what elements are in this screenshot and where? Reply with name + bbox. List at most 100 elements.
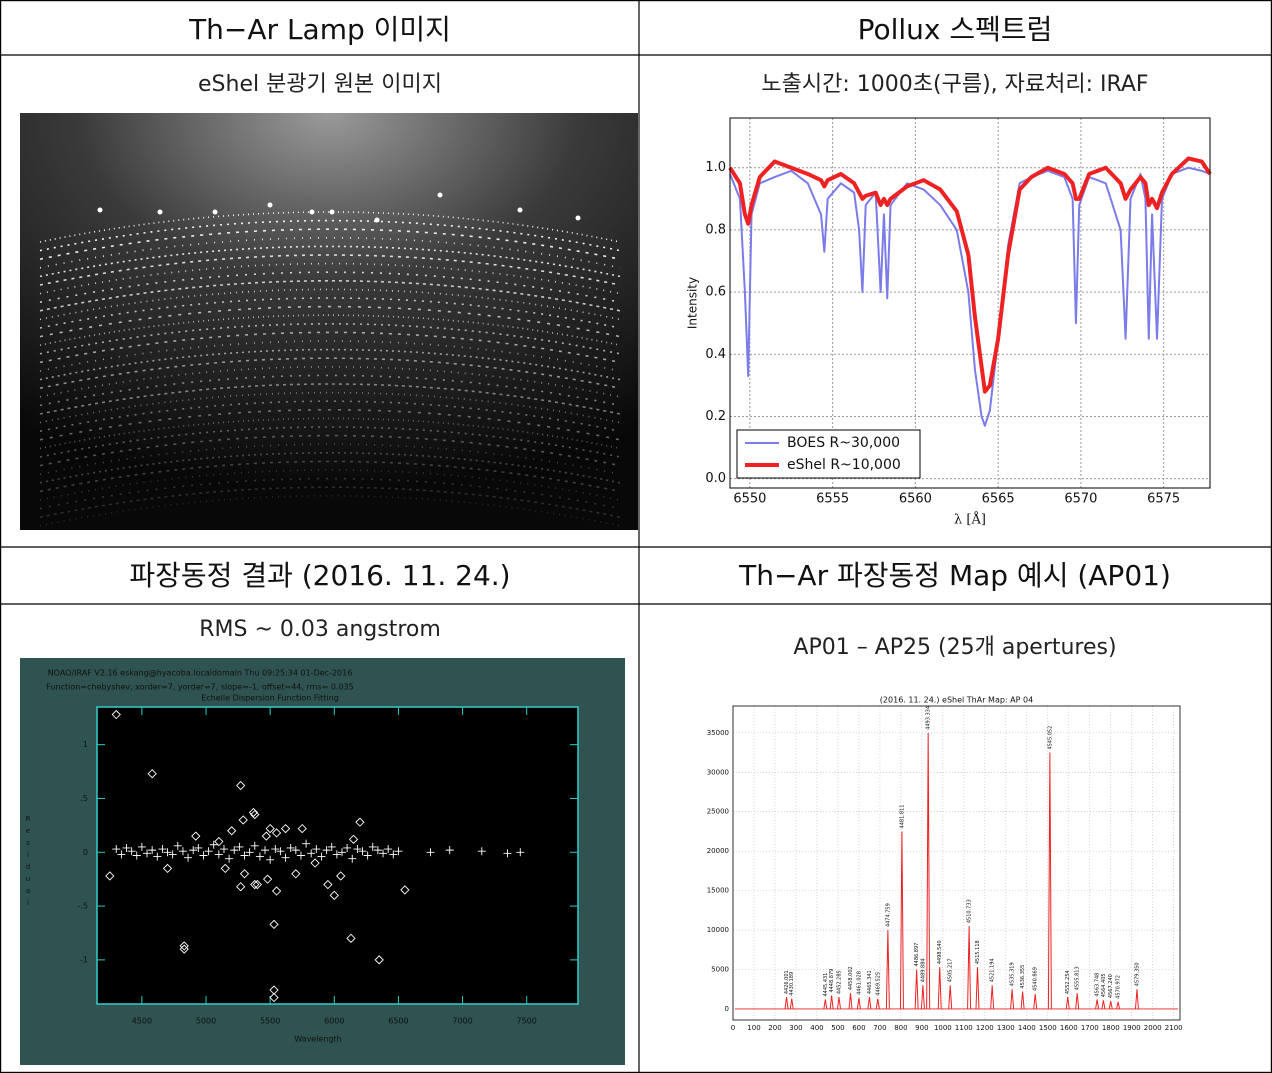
peak-label: 4545.052 — [1047, 726, 1053, 750]
y-axis-label: Intensity — [686, 277, 700, 329]
emission-peak — [849, 993, 852, 1009]
page: Th−Ar Lamp 이미지 Pollux 스펙트럼 파장동정 결과 (2016… — [0, 0, 1272, 1073]
y-tick-label: 0 — [83, 848, 88, 857]
emission-spot — [213, 210, 218, 215]
emission-spot — [310, 210, 315, 215]
emission-peak — [976, 967, 979, 1009]
x-tick-label: 6560 — [899, 492, 932, 507]
emission-peak — [886, 930, 889, 1009]
emission-peak — [949, 985, 952, 1009]
y-tick-label: .5 — [80, 794, 88, 803]
y-tick-label: 0.8 — [705, 222, 726, 237]
emission-peak — [991, 985, 994, 1009]
plot-title: (2016. 11. 24.) eShel ThAr Map: AP 04 — [880, 696, 1033, 705]
emission-peak — [1135, 989, 1138, 1009]
plot-title: Echelle Dispersion Function Fitting — [201, 694, 339, 703]
x-tick-label: 4500 — [132, 1017, 152, 1026]
x-tick-label: 900 — [915, 1024, 928, 1032]
emission-peak — [900, 831, 903, 1009]
y-tick-label: 10000 — [707, 926, 729, 934]
emission-peak — [1021, 992, 1024, 1009]
emission-peak — [938, 967, 941, 1009]
x-axis-label: λ [Å] — [954, 512, 986, 528]
x-tick-label: 500 — [831, 1024, 844, 1032]
emission-peak — [1011, 989, 1014, 1009]
x-tick-label: 7000 — [452, 1017, 472, 1026]
peak-label: 4564.405 — [1101, 973, 1107, 997]
legend-label: BOES R~30,000 — [787, 435, 900, 451]
peak-label: 4458.002 — [848, 966, 854, 990]
x-tick-label: 1100 — [955, 1024, 973, 1032]
x-axis-label: Wavelength — [294, 1035, 341, 1044]
x-tick-label: 6550 — [733, 492, 766, 507]
y-tick-label: -.5 — [77, 902, 88, 911]
x-tick-label: 6500 — [388, 1017, 408, 1026]
x-tick-label: 300 — [789, 1024, 802, 1032]
y-tick-label: 0 — [725, 1005, 729, 1013]
x-tick-label: 6555 — [816, 492, 849, 507]
y-tick-label: 0.4 — [705, 347, 726, 362]
x-tick-label: 5500 — [260, 1017, 280, 1026]
peak-label: 4510.733 — [967, 899, 973, 923]
x-tick-label: 1700 — [1081, 1024, 1099, 1032]
x-tick-label: 400 — [810, 1024, 823, 1032]
emission-peak — [790, 999, 793, 1009]
plot-header: Function=chebyshev, xorder=7, yorder=7, … — [46, 683, 353, 692]
peak-label: 4469.525 — [875, 972, 881, 996]
x-tick-label: 1800 — [1102, 1024, 1120, 1032]
y-tick-label: 5000 — [711, 966, 729, 974]
x-tick-label: 1300 — [997, 1024, 1015, 1032]
cell-header: 파장동정 결과 (2016. 11. 24.) — [129, 559, 510, 592]
peak-label: 4505.217 — [948, 958, 954, 982]
x-tick-label: 200 — [768, 1024, 781, 1032]
peak-label: 4461.028 — [856, 971, 862, 995]
cell-caption: eShel 분광기 원본 이미지 — [198, 72, 442, 97]
x-tick-label: 2000 — [1144, 1024, 1162, 1032]
emission-peak — [830, 996, 833, 1009]
peak-label: 4540.869 — [1033, 967, 1039, 991]
emission-spot — [158, 210, 163, 215]
plot-frame — [733, 706, 1180, 1020]
y-tick-label: -1 — [80, 955, 88, 964]
y-tick-label: 1 — [83, 740, 88, 749]
emission-spot — [268, 203, 273, 208]
emission-spot — [98, 208, 103, 213]
x-tick-label: 1600 — [1060, 1024, 1078, 1032]
y-tick-label: 20000 — [707, 847, 729, 855]
peak-label: 4563.748 — [1095, 973, 1101, 997]
x-tick-label: 0 — [731, 1024, 735, 1032]
y-tick-label: 1.0 — [705, 160, 726, 175]
cell-header: Th−Ar Lamp 이미지 — [188, 13, 451, 46]
y-tick-label: 15000 — [707, 887, 729, 895]
cell-caption: 노출시간: 1000초(구름), 자료처리: IRAF — [761, 72, 1148, 97]
emission-peak — [927, 733, 930, 1009]
emission-spot — [576, 216, 581, 221]
y-axis-label: Residual — [24, 815, 32, 911]
peak-label: 4567.240 — [1108, 974, 1114, 998]
peak-label: 4493.334 — [926, 706, 932, 730]
peak-label: 4489.884 — [920, 958, 926, 982]
x-tick-label: 1000 — [934, 1024, 952, 1032]
emission-peak — [1034, 994, 1037, 1009]
peak-label: 4445.431 — [823, 973, 829, 997]
cell-caption: RMS ~ 0.03 angstrom — [199, 617, 441, 642]
emission-peak — [915, 970, 918, 1009]
peak-label: 4465.341 — [867, 970, 873, 994]
emission-peak — [824, 999, 827, 1008]
y-tick-label: 0.0 — [705, 471, 726, 486]
emission-spot — [518, 208, 523, 213]
x-tick-label: 800 — [894, 1024, 907, 1032]
peak-label: 4486.897 — [914, 943, 920, 967]
emission-spot — [438, 193, 443, 198]
peak-label: 4579.350 — [1134, 962, 1140, 986]
x-tick-label: 1900 — [1123, 1024, 1141, 1032]
peak-label: 4481.811 — [899, 805, 905, 829]
y-tick-label: 0.2 — [705, 409, 726, 424]
emission-peak — [1117, 1002, 1120, 1009]
emission-peak — [1076, 993, 1079, 1009]
plot-area — [97, 707, 578, 1004]
peak-label: 4555.813 — [1075, 966, 1081, 990]
emission-spot — [330, 210, 335, 215]
y-tick-label: 30000 — [707, 768, 729, 776]
lamp-image — [20, 113, 638, 530]
